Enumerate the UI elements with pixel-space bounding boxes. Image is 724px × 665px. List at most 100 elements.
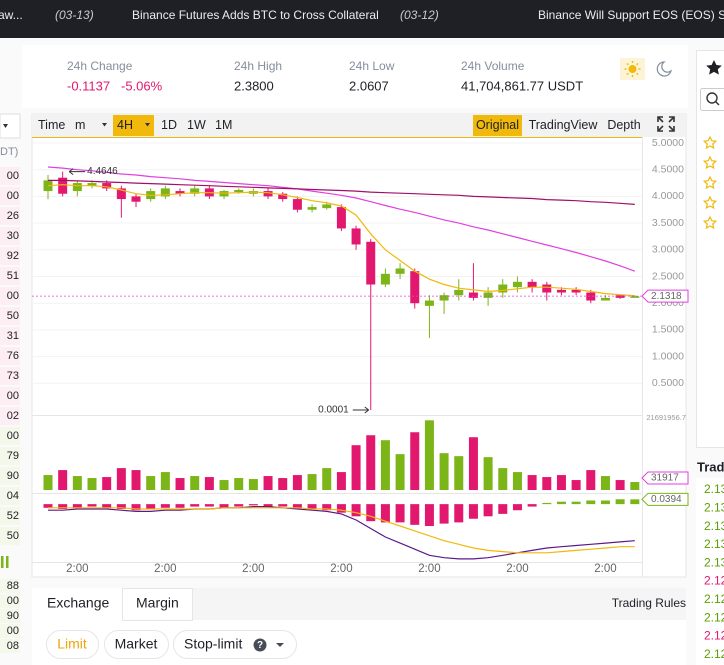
view-button[interactable]: Original [476, 118, 519, 132]
news-headline[interactable]: Binance Will Support EOS (EOS) Sta [538, 8, 724, 22]
macd-tag-box [641, 492, 689, 506]
order-price: 50 [7, 310, 19, 322]
macd-bar [498, 504, 508, 514]
price-tick-label: 3.0000 [652, 244, 684, 256]
interval-button[interactable]: 4H [117, 118, 133, 132]
candle-body [439, 295, 449, 301]
news-headline[interactable]: aw... [0, 8, 23, 22]
interval-button[interactable]: 1M [215, 118, 232, 132]
view-button[interactable]: TradingView [529, 118, 599, 132]
stat-label: 24h Low [349, 59, 395, 73]
interval-button[interactable]: Time [38, 118, 65, 132]
volume-bar [175, 478, 185, 490]
candle-body [586, 292, 596, 301]
candle-body [116, 188, 126, 200]
order-row-bg [0, 327, 20, 345]
fullscreen-button[interactable] [657, 116, 675, 132]
price-tick-label: 4.0000 [652, 190, 684, 202]
view-button[interactable]: Depth [607, 118, 640, 132]
candle-body [278, 193, 288, 200]
macd-bar [307, 504, 317, 509]
moving-average [48, 179, 635, 205]
order-price: 26 [7, 210, 19, 222]
macd-bar [395, 504, 405, 523]
last-price-tag-box [641, 289, 689, 303]
news-headline[interactable]: Binance Futures Adds BTC to Cross Collat… [132, 8, 379, 22]
help-icon[interactable] [253, 638, 267, 652]
macd-tag: 0.0394 [651, 494, 682, 505]
order-row-bg [0, 467, 20, 485]
order-row-bg [0, 507, 20, 525]
candle-body [190, 188, 200, 194]
volume-bar [278, 478, 288, 490]
margin-tab-label[interactable]: Margin [136, 595, 179, 611]
macd-bar [527, 504, 537, 507]
interval-button[interactable]: 1D [161, 118, 177, 132]
volume-bar [204, 477, 214, 490]
trade-price: 2.12 [704, 647, 724, 661]
news-date[interactable]: (03-12) [400, 8, 439, 22]
candle-body [410, 271, 420, 304]
order-price: 51 [7, 270, 19, 282]
macd-bar [102, 504, 112, 508]
volume-bar [87, 478, 97, 490]
candle-body [43, 180, 53, 192]
chart-toolbar [32, 114, 686, 137]
interval-button[interactable]: m [75, 118, 85, 132]
depth-icon [1, 556, 9, 568]
limit-button[interactable] [46, 630, 99, 659]
stop-limit-label[interactable]: Stop-limit [184, 636, 242, 652]
macd-line [48, 506, 635, 560]
dropdown-arrow [3, 124, 8, 128]
favorite-stars[interactable] [702, 135, 718, 230]
trading-rules-link[interactable]: Trading Rules [612, 596, 686, 610]
volume-bar [190, 476, 200, 490]
order-price: 00 [7, 595, 19, 607]
volume-tag-box [641, 471, 689, 485]
news-date[interactable]: (03-13) [55, 8, 94, 22]
exchange-tab[interactable] [32, 588, 122, 620]
volume-bar [146, 476, 156, 490]
trade-price: 2.13 [704, 537, 724, 551]
precision-dropdown[interactable] [0, 113, 21, 139]
candle-body [454, 289, 464, 296]
stat-value: 41,704,861.77 USDT [461, 78, 583, 93]
order-row-bg [0, 427, 20, 445]
favorites-tab[interactable] [706, 60, 722, 75]
high-annotation: 4.4646 [87, 166, 118, 177]
candle-body [483, 292, 493, 298]
limit-label[interactable]: Limit [57, 636, 87, 652]
candle-body [58, 177, 68, 194]
exchange-tab-label[interactable]: Exchange [47, 595, 109, 611]
candle-body [512, 281, 522, 288]
volume-axis-label: 21691956.7 [646, 413, 686, 422]
order-row-bg [0, 347, 20, 365]
volume-bar [322, 468, 332, 490]
candle-body [131, 196, 141, 202]
volume-bar [410, 432, 420, 490]
margin-tab[interactable] [122, 588, 193, 621]
candle-body [234, 189, 244, 193]
trade-price: 2.12 [704, 629, 724, 643]
candle-body [366, 241, 376, 285]
macd-bar [204, 504, 214, 507]
interval-button[interactable]: 1W [187, 118, 206, 132]
time-label: 2:00 [418, 563, 440, 575]
trades-panel [696, 478, 724, 665]
candle-body [87, 183, 97, 186]
order-price: 90 [7, 470, 19, 482]
trade-price: 2.13 [704, 500, 724, 514]
volume-bar [131, 470, 141, 490]
volume-bar [498, 468, 508, 490]
order-price: 52 [7, 510, 19, 522]
stop-limit-button[interactable] [173, 630, 297, 659]
market-label[interactable]: Market [115, 636, 158, 652]
ticker-bar [0, 0, 724, 38]
macd-bar [542, 502, 552, 505]
order-price: 31 [7, 330, 19, 342]
search-box[interactable] [700, 88, 724, 111]
market-button[interactable] [104, 630, 169, 659]
order-price: 90 [7, 610, 19, 622]
macd-bar [190, 504, 200, 507]
dark-mode-button[interactable] [656, 61, 673, 77]
